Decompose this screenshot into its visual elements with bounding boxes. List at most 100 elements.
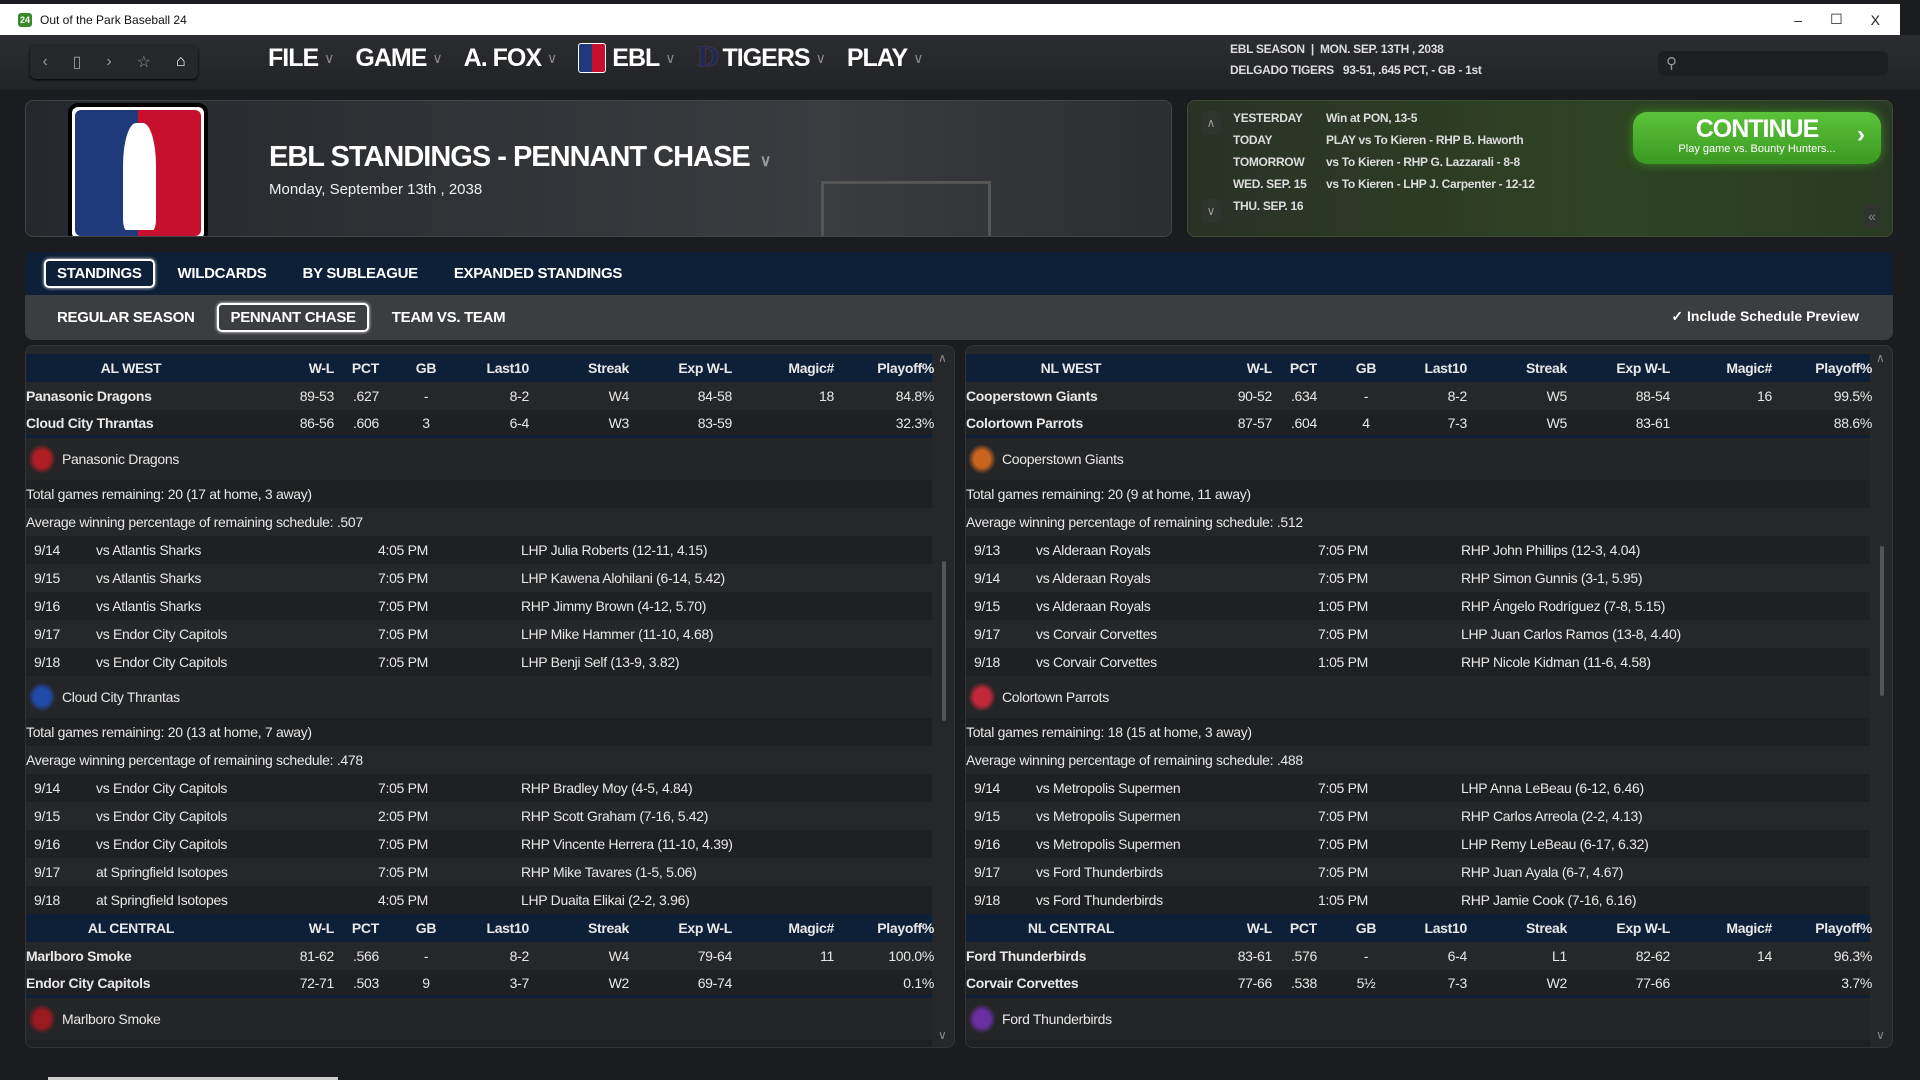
chevron-down-icon: ∨ (432, 49, 442, 66)
star-icon[interactable]: ☆ (136, 54, 151, 71)
include-schedule-checkbox[interactable]: ✓ Include Schedule Preview (1671, 308, 1859, 325)
chevron-up-icon[interactable]: ∧ (938, 351, 947, 365)
standings-row[interactable]: Cloud City Thrantas 86-56 .606 3 6-4 W3 83-59 3… (26, 410, 934, 438)
tab-by-subleague[interactable]: BY SUBLEAGUE (302, 265, 419, 282)
standings-row[interactable]: Marlboro Smoke 81-62 .566 - 8-2 W4 79-64 11 100.… (26, 942, 934, 970)
window-titlebar: 24 Out of the Park Baseball 24 – ☐ X (0, 4, 1900, 35)
menu-game[interactable]: GAME ∨ (355, 44, 442, 73)
game-date: 9/16 (34, 598, 61, 614)
page-icon[interactable]: ▯ (72, 54, 82, 71)
close-button[interactable]: X (1870, 11, 1880, 28)
game-row: 9/16 vs Atlantis Sharks 7:05 PM RHP Jimmy B… (26, 592, 932, 620)
game-time: 7:05 PM (378, 598, 429, 614)
gb-value: 3 (422, 414, 430, 431)
avg-win-pct: Average winning percentage of remaining … (966, 746, 1870, 774)
chevron-down-icon[interactable]: ∨ (938, 1028, 947, 1042)
stat-value: 99.5% (1833, 388, 1873, 404)
scrollbar-thumb[interactable] (1880, 546, 1884, 696)
game-row: 9/15 vs Atlantis Sharks 7:05 PM LHP Kawena … (26, 564, 932, 592)
column-header: Streak (1525, 360, 1567, 376)
chevron-down-icon[interactable]: ∨ (1201, 199, 1221, 223)
column-header: W-L (1246, 920, 1273, 936)
game-opponent: vs Corvair Corvettes (1036, 626, 1157, 642)
team-schedule-header: Ford Thunderbirds (966, 998, 1870, 1040)
chevron-up-icon[interactable]: ∧ (1876, 351, 1885, 365)
collapse-icon[interactable]: « (1862, 205, 1882, 227)
page-title[interactable]: EBL STANDINGS - PENNANT CHASE ∨ (269, 141, 771, 174)
game-opponent: vs Corvair Corvettes (1036, 654, 1157, 670)
tab-standings[interactable]: STANDINGS (44, 259, 155, 288)
menu-play[interactable]: PLAY ∨ (847, 44, 924, 73)
game-time: 7:05 PM (1318, 836, 1369, 852)
game-date: 9/17 (974, 864, 1001, 880)
stat-value: 84-58 (697, 388, 733, 404)
menu-manager[interactable]: A. FOX ∨ (464, 44, 558, 73)
back-icon[interactable]: ‹ (42, 53, 48, 70)
standings-row[interactable]: Cooperstown Giants 90-52 .634 - 8-2 W5 88-54 16… (966, 382, 1873, 410)
scrollbar[interactable]: ∧ ∨ (1876, 351, 1888, 1042)
schedule-row: WED. SEP. 15 vs To Kieren - LHP J. Carpen… (1233, 177, 1535, 191)
game-row: 9/14 vs Atlantis Sharks 4:05 PM LHP Julia R… (26, 536, 932, 564)
standings-row[interactable]: Panasonic Dragons 89-53 .627 - 8-2 W4 84-58 18 8… (26, 382, 934, 410)
chevron-down-icon[interactable]: ∨ (1876, 1028, 1885, 1042)
stat-value: W5 (1546, 414, 1568, 431)
game-row: 9/18 vs Ford Thunderbirds 1:05 PM RHP Jamie… (966, 886, 1870, 914)
standings-row[interactable]: Ford Thunderbirds 83-61 .576 - 6-4 L1 82-62 14 9… (966, 942, 1872, 970)
window-title: Out of the Park Baseball 24 (40, 12, 187, 27)
menu-league[interactable]: EBL ∨ (578, 43, 676, 73)
menu-label: EBL (612, 43, 660, 72)
standings-row[interactable]: Corvair Corvettes 77-66 .538 5½ 7-3 W2 77-66 3.… (966, 970, 1872, 998)
standings-row[interactable]: Endor City Capitols 72-71 .503 9 3-7 W2 69-74 0… (26, 970, 934, 998)
tab-expanded-standings[interactable]: EXPANDED STANDINGS (453, 265, 623, 282)
stat-value: .566 (352, 948, 379, 964)
subtab-team-vs-team[interactable]: TEAM VS. TEAM (391, 309, 506, 326)
menu-team[interactable]: D TIGERS ∨ (697, 43, 826, 73)
subtab-regular-season[interactable]: REGULAR SEASON (57, 309, 195, 326)
stat-value: 18 (819, 388, 834, 404)
schedule-info: vs To Kieren - LHP J. Carpenter - 12-12 (1326, 177, 1535, 191)
continue-button[interactable]: CONTINUE Play game vs. Bounty Hunters...… (1633, 112, 1881, 164)
subtab-pennant-chase[interactable]: PENNANT CHASE (217, 303, 369, 332)
continue-sub: Play game vs. Bounty Hunters... (1678, 143, 1836, 155)
avg-win-pct-text: Average winning percentage of remaining … (966, 752, 1303, 768)
stat-value: W4 (608, 948, 630, 964)
chevron-up-icon[interactable]: ∧ (1201, 111, 1221, 135)
games-remaining: Total games remaining: 20 (13 at home, 7… (26, 718, 932, 746)
game-time: 7:05 PM (378, 780, 429, 796)
game-pitcher: LHP Julia Roberts (12-11, 4.15) (521, 542, 708, 558)
maximize-button[interactable]: ☐ (1830, 11, 1843, 27)
tab-wildcards[interactable]: WILDCARDS (177, 265, 267, 282)
team-logo-icon (28, 1004, 56, 1034)
game-pitcher: LHP Benji Self (13-9, 3.82) (521, 654, 680, 670)
column-header: Streak (587, 920, 629, 936)
game-opponent: vs Atlantis Sharks (96, 542, 202, 558)
team-schedule-header: Colortown Parrots (966, 676, 1870, 718)
search-input[interactable]: ⚲ (1658, 51, 1888, 76)
column-header: W-L (308, 360, 335, 376)
stat-value: .606 (352, 414, 379, 431)
scrollbar-thumb[interactable] (942, 561, 946, 721)
minimize-button[interactable]: – (1794, 11, 1803, 28)
game-row: 9/15 vs Endor City Capitols 2:05 PM RHP Sco… (26, 802, 932, 830)
stat-value: W3 (608, 414, 630, 431)
game-time: 7:05 PM (378, 654, 429, 670)
scrollbar[interactable]: ∧ ∨ (938, 351, 950, 1042)
games-remaining-text: Total games remaining: 18 (15 at home, 3… (966, 724, 1252, 740)
team-logo-icon (968, 1004, 996, 1034)
game-date: 9/17 (34, 626, 61, 642)
progress-bar (48, 1077, 338, 1080)
home-icon[interactable]: ⌂ (175, 53, 186, 70)
menu-file[interactable]: FILE ∨ (268, 44, 334, 73)
chevron-down-icon: ∨ (665, 49, 675, 66)
game-row: 9/18 at Springfield Isotopes 4:05 PM LHP Du… (26, 886, 932, 914)
game-row: 9/18 vs Endor City Capitols 7:05 PM LHP Ben… (26, 648, 932, 676)
game-opponent: vs Ford Thunderbirds (1036, 892, 1163, 908)
game-opponent: vs Endor City Capitols (96, 780, 228, 796)
menu-label: TIGERS (722, 43, 811, 72)
standings-row[interactable]: Colortown Parrots 87-57 .604 4 7-3 W5 83-61 88.… (966, 410, 1872, 438)
schedule-day: TODAY (1233, 133, 1273, 147)
team-record-line: DELGADO TIGERS 93-51, .645 PCT, - GB - 1… (1230, 63, 1482, 77)
forward-icon[interactable]: › (106, 53, 112, 70)
stat-value: 16 (1757, 388, 1772, 404)
game-pitcher: LHP Mike Hammer (11-10, 4.68) (521, 626, 714, 642)
